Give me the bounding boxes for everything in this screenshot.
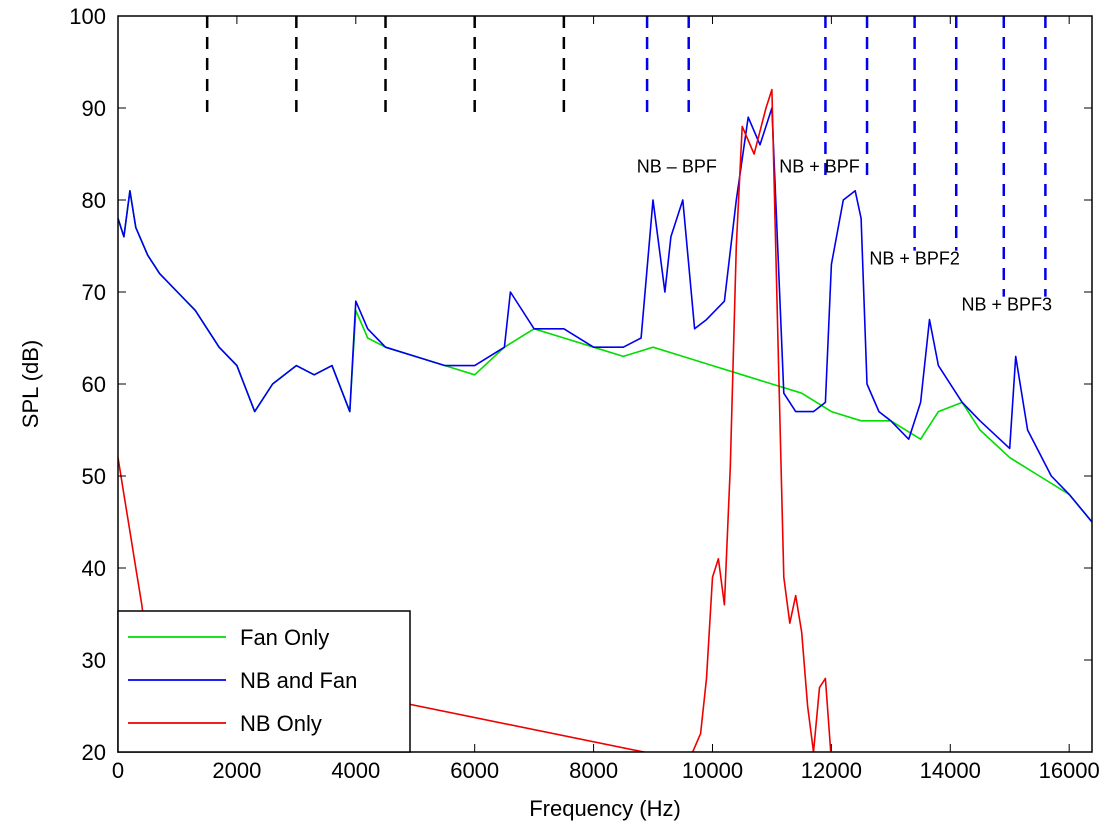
y-tick-label: 70 xyxy=(82,280,106,305)
x-tick-label: 12000 xyxy=(801,758,862,783)
y-tick-label: 30 xyxy=(82,648,106,673)
y-tick-label: 20 xyxy=(82,740,106,765)
x-tick-label: 10000 xyxy=(682,758,743,783)
x-tick-label: 2000 xyxy=(212,758,261,783)
x-tick-label: 8000 xyxy=(569,758,618,783)
x-tick-label: 4000 xyxy=(331,758,380,783)
annotation-label: NB + BPF2 xyxy=(869,248,960,268)
x-axis-label: Frequency (Hz) xyxy=(529,796,681,821)
y-tick-label: 80 xyxy=(82,188,106,213)
annotation-label: NB + BPF xyxy=(779,156,860,176)
reference-lines xyxy=(205,16,1047,297)
y-tick-label: 100 xyxy=(69,4,106,29)
x-tick-label: 0 xyxy=(112,758,124,783)
x-axis-ticks: 0 2000 4000 6000 8000 10000 12000 14000 16000 xyxy=(112,16,1100,783)
y-axis-label: SPL (dB) xyxy=(18,340,43,428)
y-tick-label: 60 xyxy=(82,372,106,397)
y-tick-label: 40 xyxy=(82,556,106,581)
y-tick-label: 90 xyxy=(82,96,106,121)
series-line-2 xyxy=(118,107,1092,523)
x-tick-label: 14000 xyxy=(920,758,981,783)
legend: Fan Only NB and Fan NB Only xyxy=(117,610,411,753)
annotation-label: NB – BPF xyxy=(637,156,717,176)
annotation-label: NB + BPF3 xyxy=(961,294,1052,314)
y-axis-ticks: 20 30 40 50 60 70 80 90 100 xyxy=(69,4,1092,765)
annotations: NB – BPF NB + BPF NB + BPF2 NB + BPF3 xyxy=(637,156,1052,314)
legend-box xyxy=(117,610,411,753)
x-tick-label: 6000 xyxy=(450,758,499,783)
legend-label: NB Only xyxy=(240,711,322,736)
legend-label: NB and Fan xyxy=(240,668,357,693)
x-tick-label: 16000 xyxy=(1039,758,1100,783)
legend-label: Fan Only xyxy=(240,625,329,650)
y-tick-label: 50 xyxy=(82,464,106,489)
